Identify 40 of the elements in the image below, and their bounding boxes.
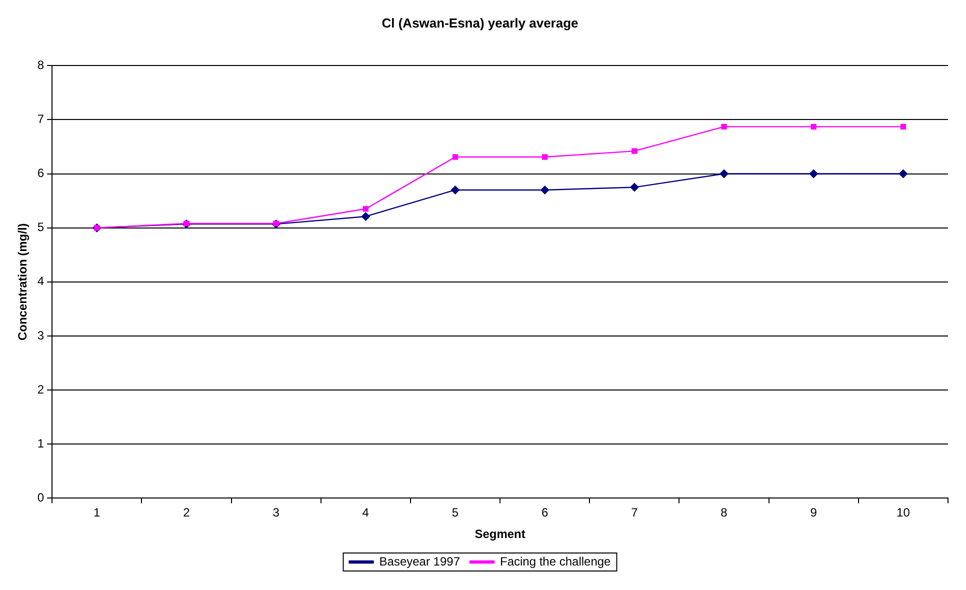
x-axis-title: Segment (474, 527, 526, 542)
y-tick-label: 8 (37, 58, 44, 72)
chart-title: Cl (Aswan-Esna) yearly average (382, 15, 578, 30)
point (721, 124, 727, 130)
y-tick-label: 2 (37, 382, 44, 396)
point (184, 220, 190, 226)
point (630, 182, 639, 192)
x-tick-label: 1 (94, 506, 101, 520)
point (540, 185, 550, 194)
y-tick-label: 5 (37, 220, 44, 234)
point (809, 169, 818, 178)
x-tick-label: 4 (362, 506, 370, 520)
x-tick-label: 6 (541, 506, 548, 520)
point (542, 154, 548, 160)
y-axis-title: Concentration (mg/l) (16, 223, 30, 341)
point (900, 124, 906, 130)
point (810, 124, 816, 130)
point (452, 154, 458, 160)
x-tick-label: 5 (452, 506, 459, 520)
x-tick-label: 9 (810, 506, 818, 520)
y-tick-label: 7 (37, 112, 44, 126)
point (720, 169, 729, 178)
point (361, 212, 370, 221)
x-tick-label: 8 (720, 506, 728, 520)
y-tick-label: 4 (37, 274, 44, 288)
y-tick-label: 1 (37, 436, 44, 450)
point (450, 185, 460, 194)
y-tick-label: 6 (37, 166, 44, 180)
x-tick-label: 3 (272, 506, 280, 520)
y-tick-label: 3 (37, 328, 44, 342)
legend-label: Baseyear 1997 (379, 554, 460, 568)
x-tick-label: 7 (631, 506, 638, 520)
point (273, 220, 279, 226)
point (898, 169, 908, 178)
legend-label: Facing the challenge (500, 554, 612, 568)
point (632, 148, 638, 154)
point (362, 206, 368, 212)
x-tick-label: 2 (183, 506, 190, 520)
y-tick-label: 0 (37, 490, 44, 505)
x-tick-label: 10 (896, 506, 910, 520)
